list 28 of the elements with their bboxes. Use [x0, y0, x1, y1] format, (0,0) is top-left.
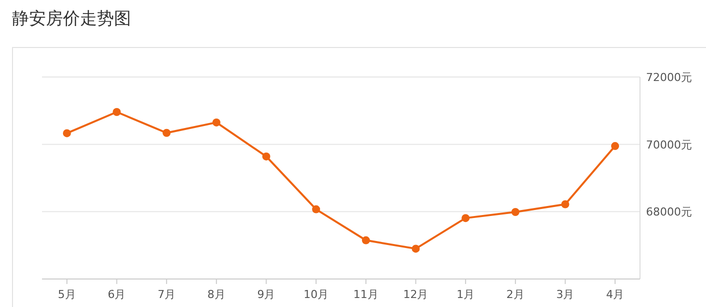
point — [212, 118, 220, 126]
title: 静安房价走势图 — [12, 9, 131, 29]
point — [262, 152, 270, 160]
point — [561, 200, 570, 208]
point — [312, 205, 320, 214]
x-tick-label: 7月 — [158, 288, 176, 301]
x-tick-label: 6月 — [108, 288, 126, 301]
x-tick-label: 1月 — [456, 288, 475, 301]
x-tick-label: 4月 — [606, 288, 624, 301]
x-tick-label: 10月 — [304, 288, 329, 301]
point — [62, 129, 71, 138]
x-tick-label: 2月 — [506, 288, 524, 301]
point — [511, 208, 520, 216]
x-tick-label: 12月 — [403, 288, 428, 301]
point — [112, 108, 121, 116]
x-tick-label: 11月 — [353, 288, 378, 301]
y-tick-label: 72000元 — [646, 71, 692, 84]
point — [611, 142, 620, 150]
x-tick-label: 9月 — [257, 288, 276, 301]
point — [162, 128, 171, 137]
point — [412, 244, 420, 253]
point — [362, 236, 370, 244]
point — [462, 214, 470, 222]
x-tick-label: 3月 — [556, 288, 574, 301]
y-tick-label: 70000元 — [646, 138, 692, 152]
x-tick-label: 5月 — [58, 288, 76, 301]
x-tick-label: 8月 — [207, 288, 226, 301]
y-tick-label: 68000元 — [646, 206, 692, 219]
